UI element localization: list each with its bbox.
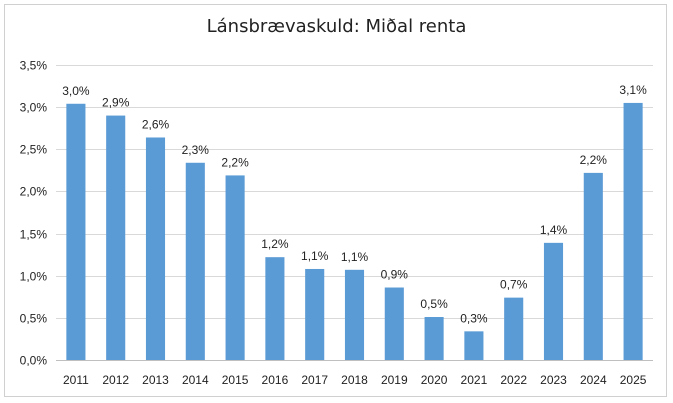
bar [583,172,603,360]
y-tick-label: 2,5% [20,143,48,157]
x-tick-label: 2011 [63,373,89,387]
data-label: 3,1% [619,83,647,97]
data-label: 2,6% [142,117,170,131]
bar [265,257,285,360]
data-label: 1,1% [301,249,329,263]
bar [504,297,524,360]
bar [66,103,86,361]
data-label: 0,9% [381,268,409,282]
x-tick-label: 2023 [540,373,567,387]
x-tick-label: 2016 [262,373,289,387]
data-label: 2,2% [221,155,249,169]
y-tick-label: 0,5% [20,312,48,326]
bar [623,102,643,360]
data-label: 1,1% [341,250,369,264]
y-tick-label: 2,0% [20,185,48,199]
bar [145,137,166,360]
x-tick-label: 2012 [102,373,129,387]
x-tick-label: 2014 [182,373,209,387]
y-tick-label: 1,5% [20,228,48,242]
bar [305,268,325,360]
x-tick-label: 2021 [461,373,488,387]
x-tick-label: 2022 [500,373,527,387]
x-tick-label: 2017 [301,373,328,387]
data-label: 3,0% [62,84,90,98]
bar [424,317,444,360]
bar [106,115,126,360]
x-tick-label: 2024 [580,373,607,387]
bar [225,175,245,360]
data-label: 2,3% [182,143,210,157]
data-label: 1,4% [540,223,568,237]
y-tick-label: 3,5% [20,59,48,73]
x-tick-label: 2019 [381,373,408,387]
data-label: 1,2% [261,237,289,251]
data-label: 0,7% [500,278,528,292]
data-label: 0,5% [420,297,448,311]
data-label: 2,9% [102,96,130,110]
bar [344,269,365,360]
x-tick-label: 2025 [620,373,647,387]
bar [464,331,484,360]
x-tick-label: 2015 [222,373,249,387]
x-tick-label: 2020 [421,373,448,387]
bar [185,162,205,360]
y-tick-label: 0,0% [20,354,48,368]
y-tick-label: 3,0% [20,101,48,115]
bar [384,287,404,360]
chart-title: Lánsbrævaskuld: Miðal renta [206,16,467,37]
data-label: 2,2% [580,153,608,167]
x-tick-label: 2013 [142,373,169,387]
x-tick-label: 2018 [341,373,368,387]
y-tick-label: 1,0% [20,270,48,284]
bar [543,242,564,360]
data-label: 0,3% [460,311,488,325]
